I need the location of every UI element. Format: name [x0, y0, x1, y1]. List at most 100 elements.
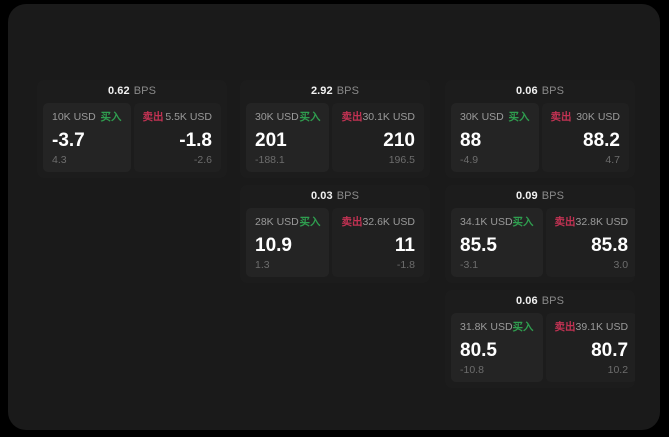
buy-size-label: 28K USD — [255, 216, 299, 229]
buy-footer-value: -4.9 — [460, 153, 479, 166]
quote-card[interactable]: 0.06 BPS 30K USD 买入 88 -4.9 卖出 — [445, 80, 635, 178]
buy-panel[interactable]: 34.1K USD 买入 85.5 -3.1 — [451, 208, 543, 277]
buy-main-value: 85.5 — [460, 235, 497, 256]
buy-side-label: 买入 — [512, 321, 534, 334]
buy-panel-header: 10K USD 买入 — [52, 111, 122, 124]
buy-footer-value: -10.8 — [460, 363, 484, 376]
sell-side-label: 卖出 — [550, 111, 572, 124]
buy-panel-header: 34.1K USD 买入 — [460, 216, 534, 229]
sell-side-label: 卖出 — [341, 216, 363, 229]
quote-card[interactable]: 0.09 BPS 34.1K USD 买入 85.5 -3.1 卖出 — [445, 185, 635, 283]
bps-unit-label: BPS — [541, 85, 565, 97]
buy-main-value: 80.5 — [460, 340, 497, 361]
quote-card-board: 0.62 BPS 10K USD 买入 -3.7 4.3 卖出 — [37, 80, 639, 400]
card-panels: 10K USD 买入 -3.7 4.3 卖出 5.5K USD -1.8 -2.… — [43, 103, 221, 172]
sell-main-value: 85.8 — [591, 235, 629, 256]
buy-side-label: 买入 — [508, 111, 530, 124]
sell-size-label: 32.6K USD — [362, 216, 415, 229]
sell-panel[interactable]: 卖出 5.5K USD -1.8 -2.6 — [133, 103, 221, 172]
sell-panel-header: 卖出 32.6K USD — [341, 216, 415, 229]
bps-value: 0.09 — [515, 190, 538, 202]
sell-footer-value: 3.0 — [613, 258, 629, 271]
sell-footer-value: -2.6 — [193, 153, 212, 166]
sell-panel-header: 卖出 30K USD — [551, 111, 621, 124]
buy-panel[interactable]: 31.8K USD 买入 80.5 -10.8 — [451, 313, 543, 382]
buy-side-label: 买入 — [100, 111, 122, 124]
buy-side-label: 买入 — [512, 216, 534, 229]
buy-size-label: 31.8K USD — [460, 321, 513, 334]
card-panels: 34.1K USD 买入 85.5 -3.1 卖出 32.8K USD 85.8… — [451, 208, 635, 277]
buy-main-value: 201 — [255, 130, 287, 151]
sell-size-label: 30.1K USD — [362, 111, 415, 124]
quote-card[interactable]: 0.03 BPS 28K USD 买入 10.9 1.3 卖出 — [240, 185, 430, 283]
bps-unit-label: BPS — [133, 85, 157, 97]
sell-side-label: 卖出 — [554, 321, 576, 334]
quote-card[interactable]: 0.06 BPS 31.8K USD 买入 80.5 -10.8 卖 — [445, 290, 635, 388]
bps-unit-label: BPS — [541, 190, 565, 202]
sell-main-value: 88.2 — [583, 130, 620, 151]
sell-size-label: 39.1K USD — [575, 321, 629, 334]
bps-unit-label: BPS — [336, 85, 360, 97]
card-panels: 30K USD 买入 88 -4.9 卖出 30K USD 88.2 4.7 — [451, 103, 629, 172]
bps-value: 0.06 — [515, 295, 538, 307]
sell-main-value: -1.8 — [179, 130, 212, 151]
sell-side-label: 卖出 — [341, 111, 363, 124]
sell-size-label: 5.5K USD — [165, 111, 212, 124]
buy-main-value: 88 — [460, 130, 482, 151]
card-header: 0.03 BPS — [240, 185, 430, 208]
sell-size-label: 30K USD — [576, 111, 620, 124]
buy-side-label: 买入 — [299, 111, 321, 124]
card-panels: 30K USD 买入 201 -188.1 卖出 30.1K USD 210 1… — [246, 103, 424, 172]
buy-side-label: 买入 — [299, 216, 321, 229]
card-header: 0.06 BPS — [445, 80, 635, 103]
bps-unit-label: BPS — [336, 190, 360, 202]
buy-footer-value: -3.1 — [460, 258, 479, 271]
bps-value: 0.62 — [107, 85, 130, 97]
sell-panel-header: 卖出 32.8K USD — [555, 216, 629, 229]
buy-panel[interactable]: 10K USD 买入 -3.7 4.3 — [43, 103, 131, 172]
buy-footer-value: 4.3 — [52, 153, 67, 166]
sell-panel-header: 卖出 39.1K USD — [555, 321, 629, 334]
app-container: 0.62 BPS 10K USD 买入 -3.7 4.3 卖出 — [8, 4, 660, 430]
sell-panel-header: 卖出 30.1K USD — [341, 111, 415, 124]
buy-panel-header: 28K USD 买入 — [255, 216, 320, 229]
bps-value: 0.03 — [310, 190, 333, 202]
buy-panel-header: 30K USD 买入 — [255, 111, 320, 124]
sell-panel[interactable]: 卖出 32.6K USD 11 -1.8 — [332, 208, 424, 277]
sell-main-value: 11 — [394, 235, 415, 256]
sell-panel[interactable]: 卖出 32.8K USD 85.8 3.0 — [545, 208, 635, 277]
buy-footer-value: 1.3 — [255, 258, 270, 271]
buy-size-label: 30K USD — [460, 111, 504, 124]
sell-side-label: 卖出 — [554, 216, 576, 229]
buy-size-label: 30K USD — [255, 111, 299, 124]
sell-footer-value: -1.8 — [396, 258, 415, 271]
sell-footer-value: 10.2 — [607, 363, 629, 376]
sell-panel[interactable]: 卖出 39.1K USD 80.7 10.2 — [545, 313, 635, 382]
sell-footer-value: 196.5 — [388, 153, 415, 166]
buy-main-value: -3.7 — [52, 130, 85, 151]
sell-main-value: 80.7 — [591, 340, 629, 361]
quote-card[interactable]: 2.92 BPS 30K USD 买入 201 -188.1 卖出 — [240, 80, 430, 178]
buy-footer-value: -188.1 — [255, 153, 285, 166]
sell-footer-value: 4.7 — [605, 153, 620, 166]
buy-main-value: 10.9 — [255, 235, 292, 256]
bps-value: 0.06 — [515, 85, 538, 97]
card-header: 0.09 BPS — [445, 185, 635, 208]
bps-unit-label: BPS — [541, 295, 565, 307]
card-header: 2.92 BPS — [240, 80, 430, 103]
buy-panel[interactable]: 28K USD 买入 10.9 1.3 — [246, 208, 330, 277]
sell-panel[interactable]: 卖出 30K USD 88.2 4.7 — [541, 103, 629, 172]
sell-panel-header: 卖出 5.5K USD — [143, 111, 213, 124]
card-panels: 28K USD 买入 10.9 1.3 卖出 32.6K USD 11 -1.8 — [246, 208, 424, 277]
buy-size-label: 34.1K USD — [460, 216, 513, 229]
bps-value: 2.92 — [310, 85, 333, 97]
buy-panel-header: 30K USD 买入 — [460, 111, 530, 124]
buy-panel[interactable]: 30K USD 买入 201 -188.1 — [246, 103, 330, 172]
buy-size-label: 10K USD — [52, 111, 96, 124]
buy-panel[interactable]: 30K USD 买入 88 -4.9 — [451, 103, 539, 172]
sell-side-label: 卖出 — [142, 111, 164, 124]
quote-card[interactable]: 0.62 BPS 10K USD 买入 -3.7 4.3 卖出 — [37, 80, 227, 178]
card-header: 0.62 BPS — [37, 80, 227, 103]
sell-panel[interactable]: 卖出 30.1K USD 210 196.5 — [332, 103, 424, 172]
card-header: 0.06 BPS — [445, 290, 635, 313]
